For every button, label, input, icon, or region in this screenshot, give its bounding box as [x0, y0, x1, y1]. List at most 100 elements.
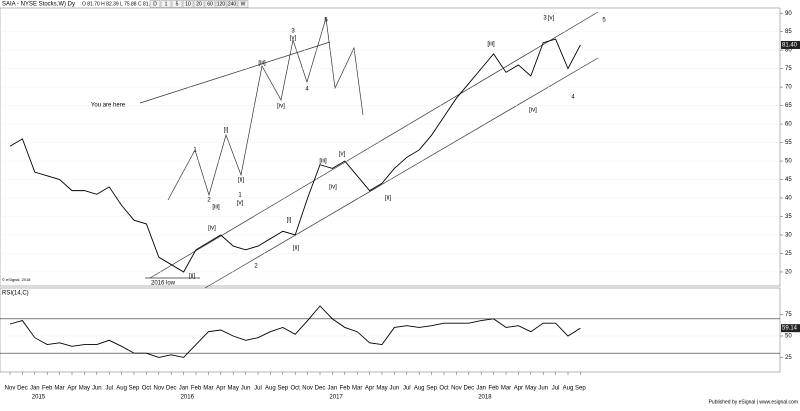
interval-label[interactable]: 1 — [165, 1, 168, 7]
annotation: [ii] — [189, 274, 195, 280]
interval-button — [237, 0, 249, 8]
annotation: [iv] — [208, 226, 216, 232]
x-tick-label: Apr — [365, 386, 374, 392]
x-tick-label: Jan — [476, 386, 486, 392]
x-tick-label: Dec — [315, 386, 326, 392]
interval-label[interactable]: 10 — [185, 1, 191, 7]
annotation: [iv] — [529, 108, 537, 114]
x-tick-label: Jan — [179, 386, 189, 392]
annotation: [iii] — [487, 42, 495, 48]
x-tick-label: Dec — [463, 386, 474, 392]
panel-title: RSI(14,C) — [2, 291, 29, 297]
y-tick-label: 50 — [785, 334, 792, 340]
last-value-tag — [781, 40, 800, 49]
interval-button — [204, 0, 216, 8]
x-tick-label: Sep — [575, 386, 586, 392]
y-tick-label: 30 — [785, 233, 792, 239]
x-tick-label: Dec — [166, 386, 177, 392]
annotation: [ii] — [293, 246, 299, 252]
x-tick-label: Feb — [191, 386, 202, 392]
x-tick-label: Jul — [403, 386, 411, 392]
x-tick-label: Apr — [216, 386, 225, 392]
x-tick-label: Jul — [552, 386, 560, 392]
annotation: 1 — [193, 148, 197, 154]
x-tick-label: May — [228, 386, 239, 392]
annotation: [iii] — [319, 159, 327, 165]
annotation: [i] — [224, 128, 229, 134]
annotation: [v] — [548, 16, 555, 22]
x-tick-label: Jun — [241, 386, 251, 392]
x-tick-label: Mar — [501, 386, 511, 392]
year-label: 2018 — [478, 395, 492, 401]
annotation: 5 — [602, 18, 606, 24]
x-tick-label: Nov — [153, 386, 164, 392]
y-tick-label: 20 — [785, 270, 792, 276]
x-tick-label: Aug — [116, 386, 127, 392]
x-tick-label: Nov — [302, 386, 313, 392]
year-label: 2015 — [32, 395, 46, 401]
price-frame — [0, 7, 781, 287]
y-tick-label: 65 — [785, 103, 792, 109]
rsi-frame — [0, 287, 781, 373]
interval-label[interactable]: 120 — [217, 1, 226, 7]
x-tick-label: Jan — [30, 386, 40, 392]
interval-label[interactable]: W — [241, 1, 246, 7]
interval-label[interactable]: 60 — [207, 1, 213, 7]
x-tick-label: Apr — [514, 386, 523, 392]
year-label: 2016 — [181, 395, 195, 401]
last-value-label: 81.40 — [782, 43, 798, 49]
interval-label[interactable]: 20 — [196, 1, 202, 7]
annotation: 2 — [254, 264, 258, 270]
x-tick-label: Feb — [42, 386, 53, 392]
annotation: [iv] — [329, 185, 337, 191]
y-tick-label: 55 — [785, 140, 792, 146]
x-tick-label: Jun — [92, 386, 102, 392]
drawings — [139, 11, 599, 289]
y-tick-label: 45 — [785, 177, 792, 183]
interval-button — [171, 0, 183, 8]
annotation: [v] — [290, 36, 297, 42]
y-tick-label: 35 — [785, 214, 792, 220]
annotation: [ii] — [238, 178, 244, 184]
annotation: 2016 low — [151, 281, 176, 287]
interval-button — [160, 0, 172, 8]
annotation: 2 — [207, 198, 211, 204]
interval-label[interactable]: 5 — [176, 1, 179, 7]
annotation: You are here — [91, 103, 126, 109]
x-tick-label: May — [79, 386, 90, 392]
last-value-tag — [781, 324, 800, 333]
price-line — [9, 305, 581, 358]
x-tick-label: May — [376, 386, 387, 392]
annotation: [iii] — [212, 205, 220, 211]
x-tick-label: Feb — [488, 386, 499, 392]
annotation: [iii] — [258, 61, 266, 67]
x-tick-label: May — [525, 386, 536, 392]
interval-label[interactable]: D — [153, 1, 157, 7]
x-tick-label: Dec — [17, 386, 28, 392]
x-tick-label: Aug — [414, 386, 425, 392]
annotation: 3 — [291, 29, 295, 35]
x-tick-label: Oct — [439, 386, 449, 392]
x-tick-label: Jan — [328, 386, 338, 392]
footer-right: Published by eSignal | www.esignal.com — [709, 399, 798, 405]
interval-button — [182, 0, 194, 8]
x-tick-label: Aug — [563, 386, 574, 392]
y-tick-label: 75 — [785, 312, 792, 318]
annotation: [iv] — [277, 104, 285, 110]
interval-label[interactable]: 240 — [228, 1, 237, 7]
y-tick-label: 90 — [785, 11, 792, 17]
x-tick-label: Mar — [203, 386, 213, 392]
x-tick-label: Sep — [426, 386, 437, 392]
x-tick-label: Oct — [142, 386, 152, 392]
x-tick-label: Sep — [129, 386, 140, 392]
x-tick-label: Apr — [67, 386, 76, 392]
x-tick-label: Jul — [254, 386, 262, 392]
x-tick-label: Jul — [105, 386, 113, 392]
x-tick-label: Feb — [340, 386, 351, 392]
y-tick-label: 40 — [785, 196, 792, 202]
x-tick-label: Nov — [451, 386, 462, 392]
x-tick-label: Mar — [352, 386, 362, 392]
y-tick-label: 25 — [785, 355, 792, 361]
y-tick-label: 25 — [785, 251, 792, 257]
